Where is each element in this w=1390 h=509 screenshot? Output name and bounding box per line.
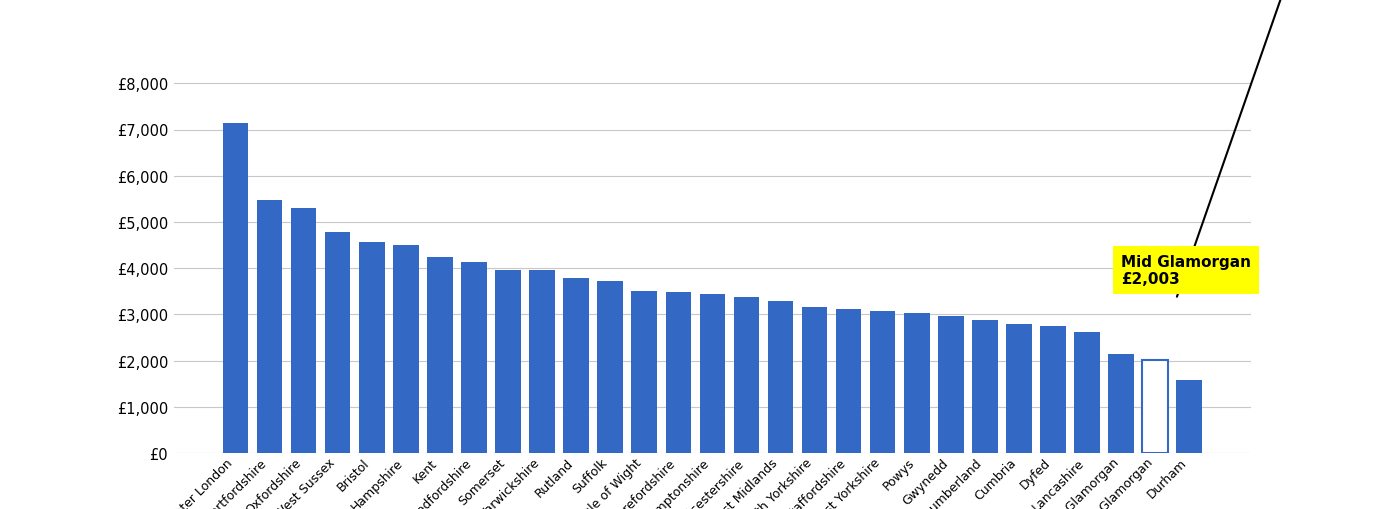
- Bar: [699, 294, 726, 453]
- Bar: [1143, 361, 1168, 453]
- Bar: [325, 233, 350, 453]
- Bar: [257, 201, 282, 453]
- Bar: [1176, 380, 1202, 453]
- Bar: [495, 270, 521, 453]
- Bar: [359, 243, 385, 453]
- Bar: [835, 309, 862, 453]
- Bar: [563, 279, 589, 453]
- Bar: [767, 302, 794, 453]
- Bar: [427, 257, 453, 453]
- Bar: [631, 292, 657, 453]
- Bar: [530, 271, 555, 453]
- Bar: [1006, 324, 1031, 453]
- Bar: [393, 245, 418, 453]
- Bar: [904, 314, 930, 453]
- Text: Mid Glamorgan
£2,003: Mid Glamorgan £2,003: [1122, 0, 1390, 298]
- Bar: [802, 307, 827, 453]
- Bar: [598, 281, 623, 453]
- Bar: [666, 292, 691, 453]
- Bar: [734, 297, 759, 453]
- Bar: [870, 312, 895, 453]
- Bar: [291, 209, 317, 453]
- Bar: [1074, 332, 1099, 453]
- Bar: [461, 263, 486, 453]
- Bar: [222, 123, 249, 453]
- Bar: [972, 321, 998, 453]
- Bar: [1108, 355, 1134, 453]
- Bar: [1040, 326, 1066, 453]
- Bar: [938, 317, 963, 453]
